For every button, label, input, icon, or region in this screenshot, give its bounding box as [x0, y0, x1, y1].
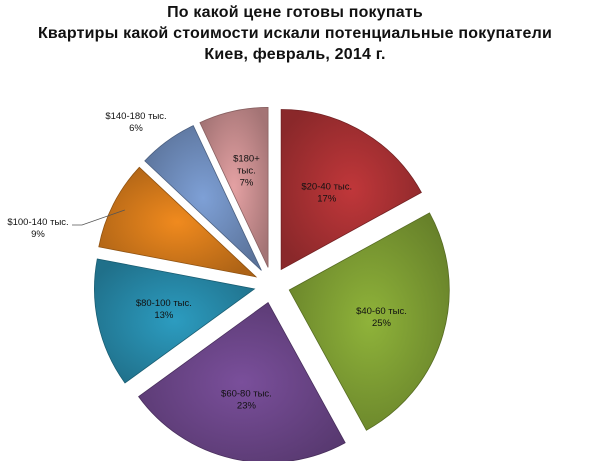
pie-slice-3 [94, 258, 256, 384]
chart-subtitle: Квартиры какой стоимости искали потенциа… [37, 25, 553, 42]
chart-subtitle-2: Киев, февраль, 2014 г. [204, 46, 386, 63]
pie-slice-1 [288, 212, 450, 431]
slice-label-0: $20-40 тыс. 17% [301, 181, 352, 204]
pie-slice-5 [144, 125, 262, 271]
pie-slice-6 [199, 107, 269, 268]
slice-label-3: $80-100 тыс. 13% [136, 298, 192, 321]
chart-title: По какой цене готовы покупать [167, 4, 423, 21]
pie-slice-4 [98, 166, 258, 278]
slice-label-2: $60-80 тыс. 23% [221, 388, 272, 411]
pie-slice-2 [138, 301, 346, 461]
chart-titles: По какой цене готовы покупать Квартиры к… [0, 2, 590, 65]
slice-label-5: $140-180 тыс. 6% [105, 111, 166, 134]
slice-label-1: $40-60 тыс. 25% [356, 306, 407, 329]
pie-slice-0 [280, 109, 422, 271]
slice-label-4: $100-140 тыс. 9% [7, 217, 68, 240]
slice-label-6: $180+ тыс. 7% [233, 154, 260, 189]
leader-line-4 [72, 209, 125, 226]
